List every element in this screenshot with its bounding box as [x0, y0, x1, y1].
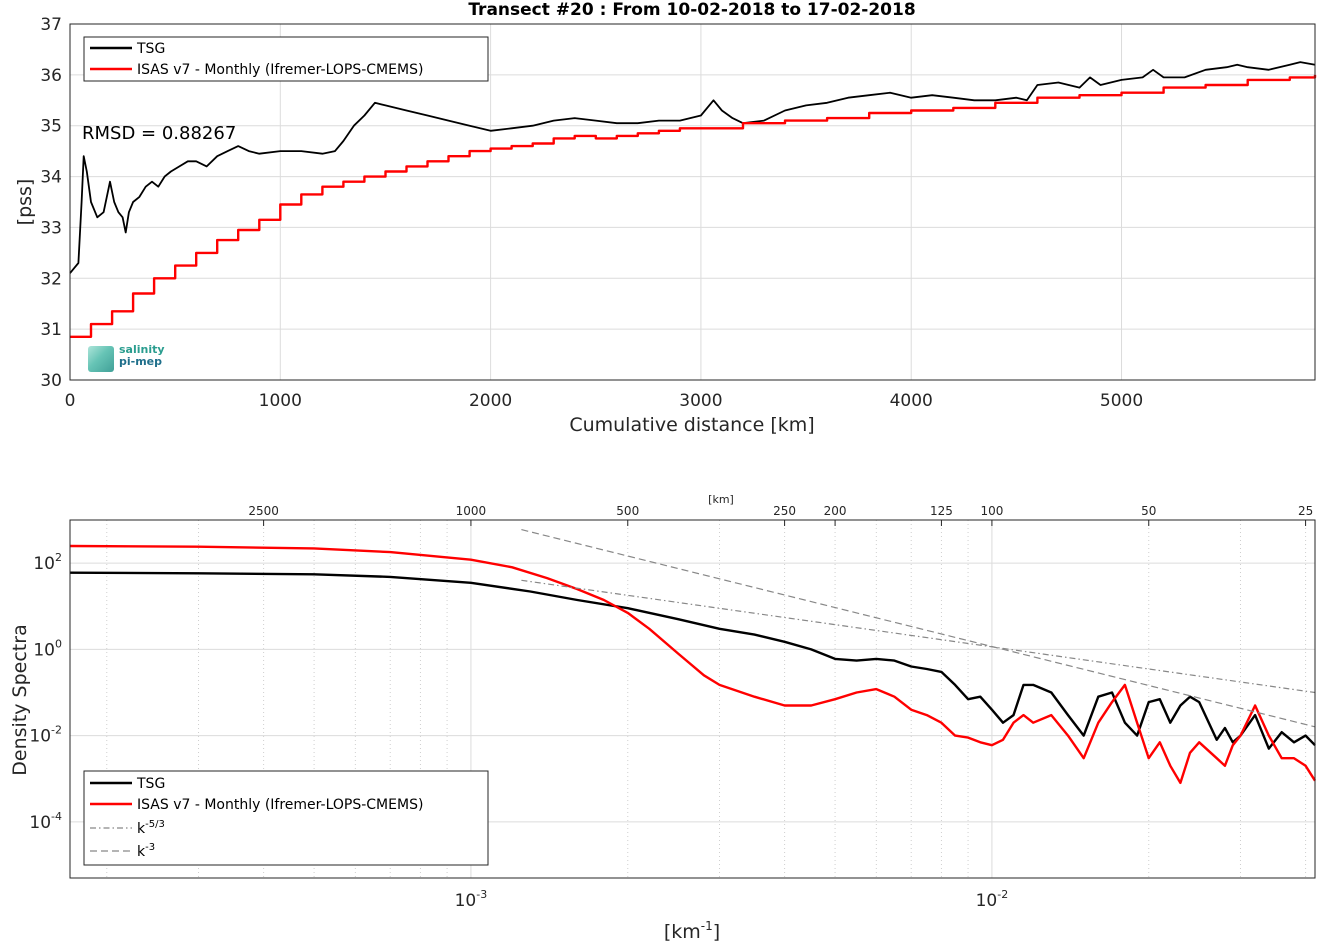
top-isas-line — [70, 74, 1317, 338]
bottom-series — [69, 529, 1317, 785]
top-y-tick-label: 35 — [40, 117, 62, 137]
top-y-tick-label: 33 — [40, 218, 62, 238]
bottom-y-tick-label: 102 — [33, 551, 62, 574]
k53-exp: -5/3 — [145, 819, 165, 830]
bottom-xlabel: [km-1] — [664, 919, 720, 942]
top-ylabel: [pss] — [14, 179, 36, 226]
bottom-x-tick-label: 10-3 — [455, 888, 488, 911]
bottom-top-tick-label: 50 — [1141, 504, 1156, 518]
bottom-y-tick-label: 100 — [33, 637, 62, 660]
top-y-tick-label: 32 — [40, 269, 62, 289]
top-series — [69, 61, 1317, 338]
top-x-tick-label: 3000 — [679, 391, 722, 411]
logo-text: salinity pi-mep — [119, 344, 165, 368]
bottom-legend: TSG ISAS v7 - Monthly (Ifremer-LOPS-CMEM… — [83, 770, 489, 866]
top-y-tick-label: 31 — [40, 320, 62, 340]
top-y-tick-label: 30 — [40, 371, 62, 391]
top-x-tick-label: 0 — [65, 391, 76, 411]
bottom-top-tick-label: 500 — [616, 504, 639, 518]
bottom-top-tick-label: 1000 — [456, 504, 487, 518]
bottom-isas-line — [69, 544, 1317, 785]
bottom-top-tick-label: 250 — [773, 504, 796, 518]
top-legend-isas-label: ISAS v7 - Monthly (Ifremer-LOPS-CMEMS) — [137, 62, 423, 78]
top-tick-labels: 0 1000 2000 3000 4000 5000 30 31 32 33 34 35 36 37 — [40, 15, 1143, 411]
bottom-legend-k3-label: k-3 — [137, 842, 155, 860]
top-x-tick-label: 2000 — [469, 391, 512, 411]
bottom-ylabel: Density Spectra — [9, 624, 31, 775]
k3-base: k — [137, 844, 146, 860]
logo-line1: salinity — [119, 343, 165, 356]
bottom-axes-box — [69, 519, 1316, 879]
top-x-tick-label: 1000 — [259, 391, 302, 411]
bottom-legend-isas-label: ISAS v7 - Monthly (Ifremer-LOPS-CMEMS) — [137, 797, 423, 813]
bottom-top-tick-label: 2500 — [248, 504, 279, 518]
bottom-top-tick-label: 125 — [930, 504, 953, 518]
logo-line2: pi-mep — [119, 355, 163, 368]
bottom-x-tick-label: 10-2 — [976, 888, 1009, 911]
bottom-tsg-line — [69, 571, 1316, 750]
k3-exp: -3 — [145, 842, 155, 853]
top-tsg-line — [69, 61, 1316, 274]
bottom-top-tick-label: 25 — [1298, 504, 1313, 518]
top-legend-box — [83, 36, 489, 82]
bottom-y-tick-label: 10-2 — [29, 724, 62, 747]
bottom-k53-line — [521, 579, 1316, 694]
top-chart: Transect #20 : From 10-02-2018 to 17-02-… — [14, 0, 1317, 436]
top-y-tick-label: 36 — [40, 66, 62, 86]
bottom-xlabel-base: [km — [664, 921, 701, 942]
bottom-legend-k53-label: k-5/3 — [137, 819, 165, 837]
bottom-tick-labels: 102 100 10-2 10-4 10-3 10-2 2500 1000 500 250 200 1… — [29, 504, 1313, 911]
k53-base: k — [137, 821, 146, 837]
top-legend: TSG ISAS v7 - Monthly (Ifremer-LOPS-CMEM… — [83, 36, 489, 82]
bottom-y-tick-label: 10-4 — [29, 810, 62, 833]
top-legend-tsg-label: TSG — [136, 41, 165, 57]
top-x-tick-label: 4000 — [890, 391, 933, 411]
top-chart-title: Transect #20 : From 10-02-2018 to 17-02-… — [468, 0, 915, 20]
salinity-pi-mep-logo: salinity pi-mep — [88, 344, 178, 374]
bottom-legend-box — [83, 770, 489, 866]
bottom-xlabel-close: ] — [713, 921, 720, 942]
bottom-k3-line — [521, 529, 1316, 728]
top-y-tick-label: 34 — [40, 168, 62, 188]
top-x-tick-label: 5000 — [1100, 391, 1143, 411]
bottom-legend-tsg-label: TSG — [136, 776, 165, 792]
logo-mark-icon — [88, 346, 114, 372]
top-xlabel: Cumulative distance [km] — [569, 414, 814, 436]
bottom-chart: 102 100 10-2 10-4 10-3 10-2 2500 1000 500 250 200 1… — [9, 493, 1317, 942]
bottom-top-tick-label: 100 — [980, 504, 1003, 518]
top-axes-box — [69, 23, 1316, 381]
bottom-top-axis-label: [km] — [708, 493, 734, 506]
bottom-xlabel-exp: -1 — [701, 919, 713, 933]
rmsd-annotation: RMSD = 0.88267 — [82, 123, 236, 144]
bottom-top-tick-label: 200 — [824, 504, 847, 518]
top-y-tick-label: 37 — [40, 15, 62, 35]
